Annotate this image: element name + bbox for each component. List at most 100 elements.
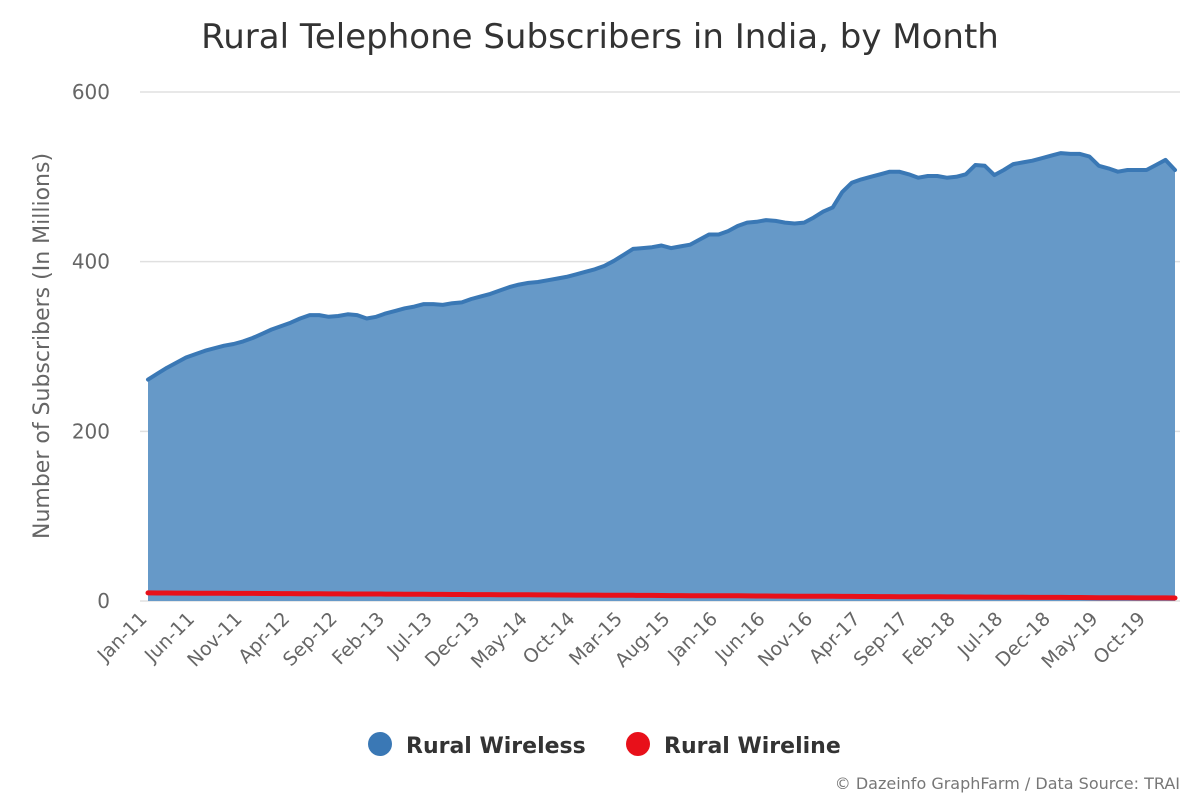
data-point xyxy=(1029,158,1035,164)
data-point xyxy=(1010,161,1016,167)
data-point xyxy=(221,343,227,349)
data-point xyxy=(1115,169,1121,175)
data-point xyxy=(630,246,636,252)
data-point xyxy=(373,314,379,320)
data-point xyxy=(887,169,893,175)
data-point xyxy=(1020,594,1026,600)
data-point xyxy=(582,269,588,275)
data-point xyxy=(687,242,693,248)
data-point xyxy=(250,335,256,341)
legend-item-rural-wireline[interactable]: Rural Wireline xyxy=(626,732,841,759)
data-point xyxy=(934,594,940,600)
data-point xyxy=(411,304,417,310)
x-tick-label: Oct-19 xyxy=(1089,608,1150,669)
legend-marker xyxy=(626,732,650,756)
data-point xyxy=(430,591,436,597)
data-point xyxy=(1153,162,1159,168)
data-point xyxy=(592,592,598,598)
data-point xyxy=(953,174,959,180)
data-point xyxy=(915,594,921,600)
data-point xyxy=(259,591,265,597)
data-point xyxy=(1048,153,1054,159)
data-point xyxy=(649,592,655,598)
data-point xyxy=(1020,159,1026,165)
data-point xyxy=(754,593,760,599)
data-point xyxy=(725,593,731,599)
data-point xyxy=(991,594,997,600)
data-point xyxy=(297,316,303,322)
data-point xyxy=(1172,167,1178,173)
data-point xyxy=(202,590,208,596)
data-point xyxy=(1134,167,1140,173)
data-point xyxy=(763,217,769,223)
data-point xyxy=(269,327,275,333)
data-point xyxy=(582,592,588,598)
data-point xyxy=(858,594,864,600)
data-point xyxy=(392,591,398,597)
data-point xyxy=(563,592,569,598)
data-point xyxy=(1134,595,1140,601)
data-point xyxy=(383,591,389,597)
data-point xyxy=(544,592,550,598)
data-point xyxy=(754,219,760,225)
data-point xyxy=(1162,157,1168,163)
data-point xyxy=(744,593,750,599)
data-point xyxy=(174,360,180,366)
data-point xyxy=(468,296,474,302)
data-point xyxy=(1077,595,1083,601)
data-point xyxy=(373,591,379,597)
data-point xyxy=(763,593,769,599)
data-point xyxy=(849,593,855,599)
data-point xyxy=(402,305,408,311)
series-rural-wireline xyxy=(145,590,1178,601)
data-point xyxy=(877,171,883,177)
data-point xyxy=(164,365,170,371)
legend-label: Rural Wireline xyxy=(664,734,841,759)
data-point xyxy=(868,174,874,180)
data-point xyxy=(706,232,712,238)
data-point xyxy=(1077,151,1083,157)
legend-item-rural-wireless[interactable]: Rural Wireless xyxy=(368,732,586,759)
y-tick-label: 200 xyxy=(72,419,110,443)
data-point xyxy=(792,593,798,599)
legend-marker xyxy=(368,732,392,756)
series-layer xyxy=(145,151,1178,601)
data-point xyxy=(915,175,921,181)
data-point xyxy=(459,299,465,305)
data-point xyxy=(221,590,227,596)
data-point xyxy=(906,171,912,177)
data-point xyxy=(668,245,674,251)
data-point xyxy=(202,348,208,354)
data-point xyxy=(906,594,912,600)
data-point xyxy=(1172,595,1178,601)
data-point xyxy=(1105,165,1111,171)
data-point xyxy=(145,377,151,383)
data-point xyxy=(345,311,351,317)
credits[interactable]: © Dazeinfo GraphFarm / Data Source: TRAI xyxy=(835,774,1180,793)
data-point xyxy=(1058,594,1064,600)
data-point xyxy=(1086,595,1092,601)
y-axis-title: Number of Subscribers (In Millions) xyxy=(30,153,55,539)
data-point xyxy=(1124,595,1130,601)
data-point xyxy=(212,590,218,596)
data-point xyxy=(193,351,199,357)
data-point xyxy=(487,291,493,297)
data-point xyxy=(573,592,579,598)
y-tick-label: 600 xyxy=(72,80,110,104)
data-point xyxy=(639,592,645,598)
data-point xyxy=(639,245,645,251)
data-point xyxy=(478,592,484,598)
data-point xyxy=(497,288,503,294)
data-point xyxy=(982,594,988,600)
data-point xyxy=(326,591,332,597)
data-point xyxy=(269,591,275,597)
data-point xyxy=(440,302,446,308)
data-point xyxy=(316,591,322,597)
data-point xyxy=(811,215,817,221)
data-point xyxy=(697,593,703,599)
y-tick-label: 0 xyxy=(97,589,110,613)
data-point xyxy=(782,593,788,599)
data-point xyxy=(411,591,417,597)
series-area xyxy=(148,153,1175,601)
